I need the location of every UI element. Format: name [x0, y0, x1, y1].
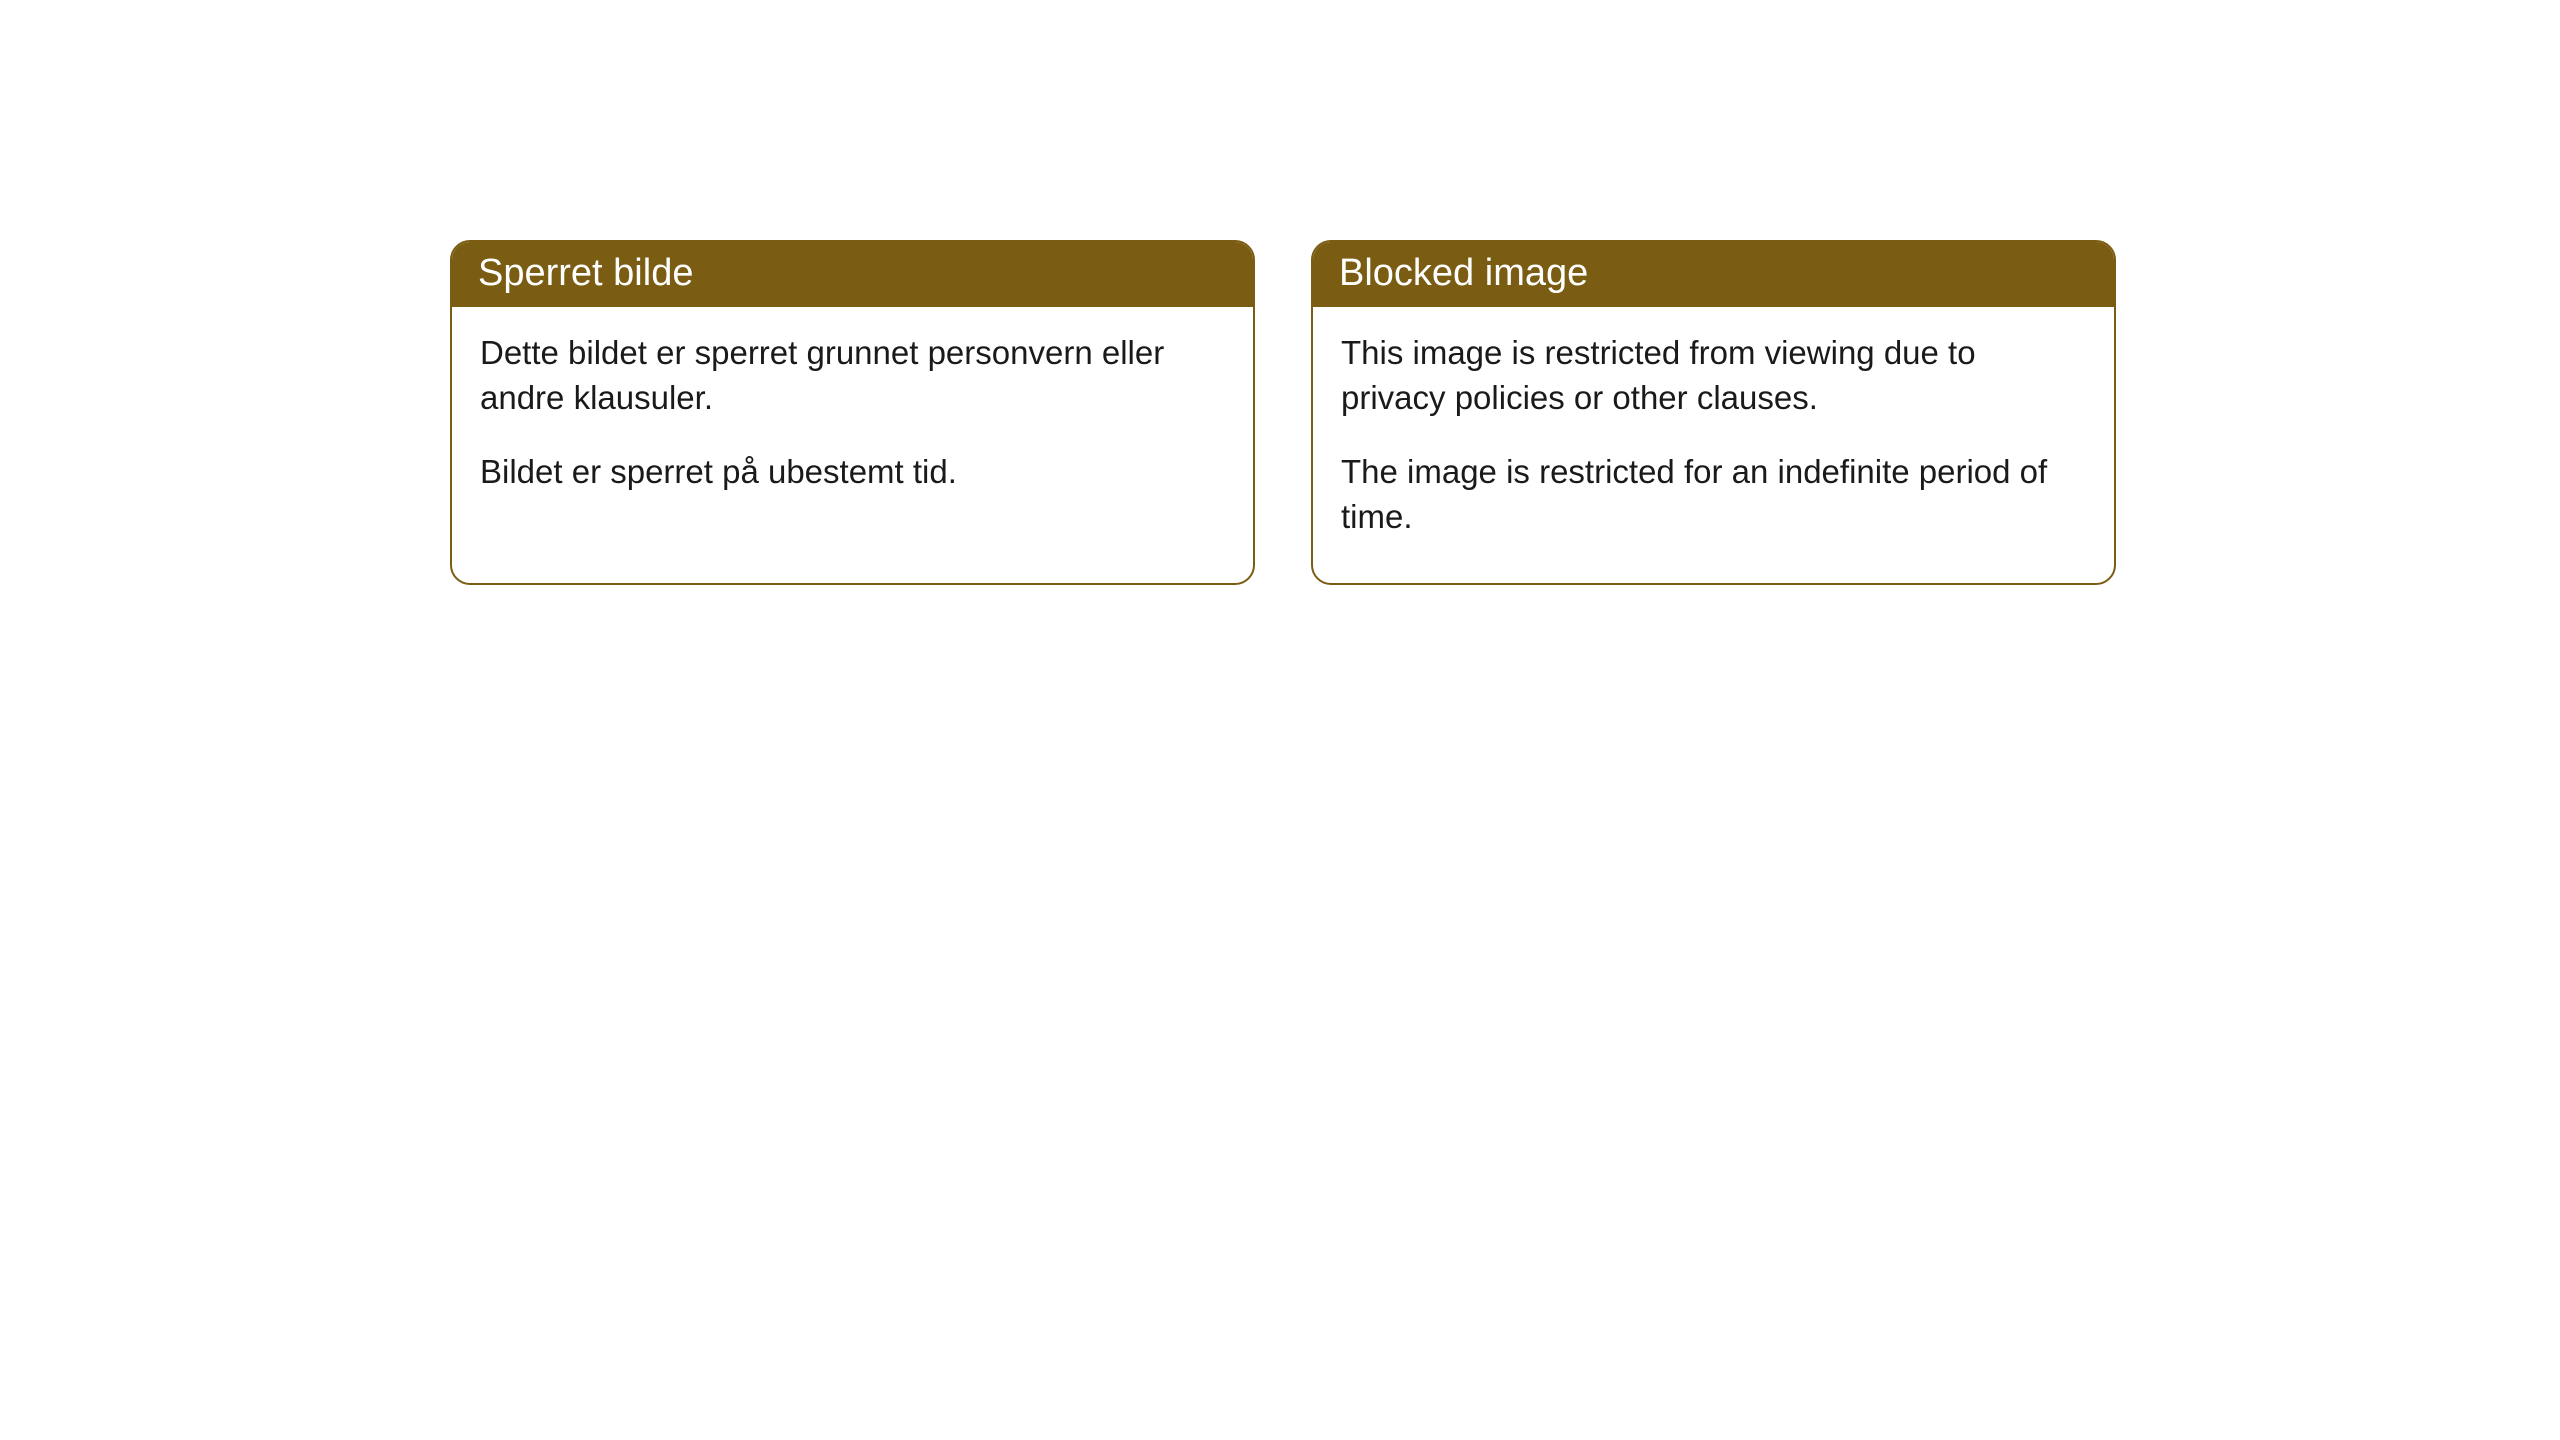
notice-text-1: Dette bildet er sperret grunnet personve…: [480, 331, 1225, 420]
card-body-norwegian: Dette bildet er sperret grunnet personve…: [452, 307, 1253, 539]
notice-cards-container: Sperret bilde Dette bildet er sperret gr…: [450, 240, 2560, 585]
card-header-norwegian: Sperret bilde: [452, 242, 1253, 307]
card-body-english: This image is restricted from viewing du…: [1313, 307, 2114, 583]
card-header-english: Blocked image: [1313, 242, 2114, 307]
notice-text-1: This image is restricted from viewing du…: [1341, 331, 2086, 420]
blocked-image-card-english: Blocked image This image is restricted f…: [1311, 240, 2116, 585]
blocked-image-card-norwegian: Sperret bilde Dette bildet er sperret gr…: [450, 240, 1255, 585]
card-title: Sperret bilde: [478, 252, 693, 294]
notice-text-2: The image is restricted for an indefinit…: [1341, 450, 2086, 539]
notice-text-2: Bildet er sperret på ubestemt tid.: [480, 450, 1225, 495]
card-title: Blocked image: [1339, 252, 1588, 294]
